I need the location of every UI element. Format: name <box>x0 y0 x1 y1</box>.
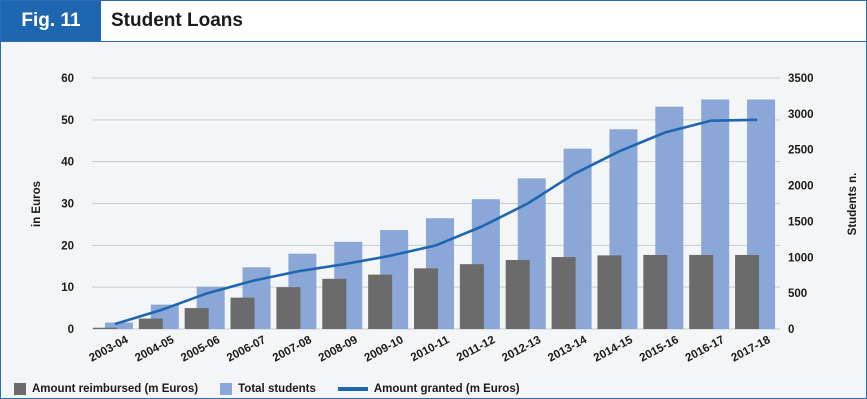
bar-total-students <box>104 322 133 329</box>
x-tick-label: 2009-10 <box>363 334 406 364</box>
header-divider <box>1 41 866 42</box>
right-tick-label: 500 <box>788 288 807 300</box>
right-tick-label: 1000 <box>788 252 814 264</box>
left-axis-title: in Euros <box>31 181 43 227</box>
x-tick-label: 2016-17 <box>684 334 727 364</box>
x-axis-ticks: 2003-04 2004-05 2005-06 2006-07 2007-08 2008-… <box>87 334 773 365</box>
bar-reimbursed <box>230 297 255 329</box>
amount-reimbursed-bars <box>92 254 760 329</box>
bar-reimbursed <box>505 259 530 329</box>
right-tick-label: 2500 <box>788 145 814 157</box>
x-tick-label: 2010-11 <box>409 334 452 364</box>
right-axis-title: Students n. <box>847 173 859 236</box>
x-tick-label: 2015-16 <box>638 334 681 364</box>
bar-reimbursed <box>689 254 714 329</box>
legend-item-reimbursed: Amount reimbursed (m Euros) <box>14 383 198 395</box>
right-tick-label: 0 <box>788 324 794 336</box>
legend-swatch-granted <box>337 387 368 391</box>
x-tick-label: 2003-04 <box>87 334 130 365</box>
bar-reimbursed <box>735 254 760 329</box>
left-tick-label: 40 <box>61 157 74 169</box>
total-students-bars <box>104 99 776 329</box>
x-tick-label: 2007-08 <box>271 334 314 365</box>
bar-reimbursed <box>368 274 393 329</box>
bar-reimbursed <box>92 327 117 329</box>
bar-reimbursed <box>643 254 668 329</box>
left-axis-ticks: 0 10 20 30 40 50 60 <box>61 73 74 336</box>
x-tick-label: 2011-12 <box>455 334 497 364</box>
legend-swatch-students <box>220 383 233 395</box>
legend-label-reimbursed: Amount reimbursed (m Euros) <box>32 383 199 395</box>
left-tick-label: 50 <box>61 115 74 127</box>
bar-reimbursed <box>597 255 622 329</box>
x-tick-label: 2008-09 <box>317 334 360 364</box>
x-tick-label: 2017-18 <box>730 334 773 365</box>
amount-granted-line <box>114 118 758 326</box>
right-tick-label: 3000 <box>788 109 814 121</box>
legend-item-students: Total students <box>220 383 316 395</box>
x-tick-label: 2013-14 <box>546 334 589 365</box>
left-tick-label: 10 <box>61 282 74 294</box>
figure-number: Fig. 11 <box>1 1 101 41</box>
right-axis-ticks: 0 500 1000 1500 2000 2500 3000 3500 <box>788 73 814 336</box>
left-tick-label: 60 <box>61 73 74 85</box>
bar-reimbursed <box>184 308 209 329</box>
x-tick-label: 2012-13 <box>500 334 543 364</box>
bar-reimbursed <box>414 268 438 329</box>
figure-title: Student Loans <box>111 10 243 31</box>
right-tick-label: 1500 <box>788 216 814 228</box>
x-tick-label: 2005-06 <box>179 334 222 364</box>
left-tick-label: 20 <box>61 240 74 252</box>
figure-header: Fig. 11 Student Loans <box>1 1 866 41</box>
chart-legend: Amount reimbursed (m Euros) Total studen… <box>14 382 542 396</box>
left-tick-label: 30 <box>61 199 74 211</box>
legend-label-students: Total students <box>238 383 316 395</box>
bar-reimbursed <box>322 278 347 329</box>
bar-reimbursed <box>138 318 163 329</box>
bar-reimbursed <box>459 264 484 329</box>
right-tick-label: 3500 <box>788 73 814 85</box>
legend-swatch-reimbursed <box>14 383 26 395</box>
right-tick-label: 2000 <box>788 181 814 193</box>
x-tick-label: 2006-07 <box>225 334 268 364</box>
bar-reimbursed <box>551 257 576 329</box>
left-tick-label: 0 <box>68 324 74 336</box>
bar-reimbursed <box>276 287 301 329</box>
x-tick-label: 2004-05 <box>133 334 176 365</box>
x-tick-label: 2014-15 <box>592 334 635 365</box>
legend-label-granted: Amount granted (m Euros) <box>373 383 520 395</box>
legend-item-granted: Amount granted (m Euros) <box>337 383 520 395</box>
